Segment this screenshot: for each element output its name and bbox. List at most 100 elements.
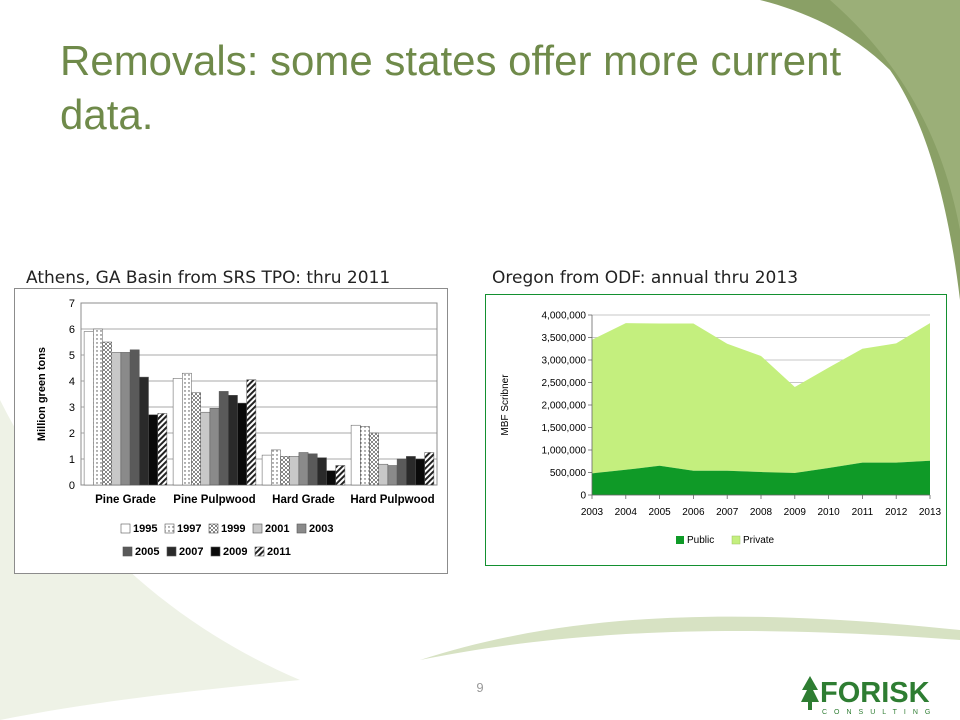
bar-2011-hard-pulpwood [424, 452, 435, 486]
x-tick-label: Pine Grade [95, 494, 156, 506]
x-tick-label: 2009 [784, 507, 807, 518]
bar-2011-pine-pulpwood [246, 379, 257, 486]
legend-label: 1997 [177, 523, 201, 535]
bar-1997-hard-grade [271, 449, 281, 486]
y-axis-label: Million green tons [36, 347, 48, 441]
bar-1997-pine-grade [93, 328, 103, 486]
legend-swatch [166, 546, 177, 557]
area-chart: 0 500,000 1,000,000 1,500,000 2,000,000 2,500… [500, 311, 942, 547]
bar-2003-pine-grade [120, 352, 131, 486]
area-chart-panel: 0 500,000 1,000,000 1,500,000 2,000,000 2,500… [485, 294, 947, 566]
legend-label-private: Private [743, 535, 775, 546]
logo-wordmark: FORISK [820, 677, 930, 709]
legend-swatch [252, 523, 263, 534]
bar-2003-hard-pulpwood [387, 465, 398, 486]
legend-swatch [122, 546, 133, 557]
y-tick-label: 2,500,000 [542, 378, 587, 389]
bar-2005-hard-grade [307, 453, 318, 486]
bar-2005-hard-pulpwood [396, 458, 407, 486]
bar-1997-hard-pulpwood [360, 426, 370, 486]
x-tick-label: 2013 [919, 507, 942, 518]
forisk-logo: FORISK CONSULTING [801, 676, 937, 716]
bar-2007-hard-grade [317, 457, 327, 486]
bar-2003-hard-grade [298, 452, 309, 486]
y-tick-label: 3 [69, 402, 75, 414]
legend-label: 2011 [267, 546, 291, 558]
bar-chart: 0 1 2 3 4 5 6 7 Million green tons Pine Grade Pine… [36, 298, 438, 558]
y-tick-label: 4 [69, 376, 75, 388]
page-number: 9 [476, 680, 484, 695]
legend-label: 2009 [223, 546, 247, 558]
legend-label-public: Public [687, 535, 714, 546]
legend-swatch [254, 546, 265, 557]
x-tick-label: 2008 [750, 507, 773, 518]
y-tick-label: 0 [69, 480, 75, 492]
bar-2001-hard-pulpwood [378, 463, 389, 486]
bar-chart-panel: 0 1 2 3 4 5 6 7 Million green tons Pine Grade Pine… [14, 288, 448, 574]
bar-1995-hard-pulpwood [350, 424, 361, 486]
legend-label: 2001 [265, 523, 289, 535]
area-private [592, 323, 930, 474]
legend-label: 1995 [133, 523, 157, 535]
right-chart-caption: Oregon from ODF: annual thru 2013 [492, 268, 799, 288]
bar-2001-pine-pulpwood [200, 411, 211, 486]
y-tick-label: 3,500,000 [542, 333, 587, 344]
bar-1995-pine-grade [83, 331, 94, 486]
x-tick-label: 2012 [885, 507, 908, 518]
x-tick-label: 2010 [817, 507, 840, 518]
legend-swatch [210, 546, 221, 557]
legend-swatch [120, 523, 131, 534]
bar-2009-pine-grade [148, 414, 158, 486]
legend-label: 2007 [179, 546, 203, 558]
bar-1999-pine-grade [102, 341, 112, 486]
left-chart-caption: Athens, GA Basin from SRS TPO: thru 2011 [26, 268, 391, 288]
bar-2005-pine-grade [129, 349, 140, 486]
bar-2007-pine-pulpwood [228, 395, 238, 486]
bar-2011-hard-grade [335, 465, 346, 486]
x-tick-label: 2007 [716, 507, 739, 518]
y-tick-label: 0 [580, 491, 586, 502]
x-tick-label: 2006 [682, 507, 705, 518]
y-tick-label: 2 [69, 428, 75, 440]
slide-title: Removals: some states offer more current… [60, 37, 842, 138]
x-tick-label: Hard Pulpwood [350, 494, 434, 506]
legend-label: 2005 [135, 546, 159, 558]
bar-2009-pine-pulpwood [237, 402, 247, 486]
bar-1997-pine-pulpwood [182, 372, 192, 486]
x-tick-label: 2005 [648, 507, 671, 518]
bar-2009-hard-grade [326, 470, 336, 486]
bar-2001-hard-grade [289, 456, 300, 486]
legend-swatch [296, 523, 307, 534]
top-right-swoosh-light [830, 0, 960, 230]
tree-icon [801, 676, 819, 710]
area-public [592, 460, 930, 495]
bar-2001-pine-grade [111, 352, 122, 486]
legend-label: 2003 [309, 523, 333, 535]
bar-1999-pine-pulpwood [191, 392, 201, 486]
legend-swatch-public [676, 536, 684, 544]
bar-1995-pine-pulpwood [172, 378, 183, 486]
bar-2005-pine-pulpwood [218, 391, 229, 486]
x-tick-label: Hard Grade [272, 494, 335, 506]
bar-2009-hard-pulpwood [415, 458, 425, 486]
bar-2007-pine-grade [139, 376, 149, 486]
y-tick-label: 6 [69, 324, 75, 336]
bar-1995-hard-grade [261, 454, 272, 486]
y-tick-label: 500,000 [550, 468, 587, 479]
y-axis-label: MBF Scribner [500, 374, 511, 436]
y-tick-label: 1,500,000 [542, 423, 587, 434]
y-tick-label: 5 [69, 350, 75, 362]
bottom-swoosh [420, 616, 960, 660]
legend-swatch [208, 523, 219, 534]
y-tick-label: 4,000,000 [542, 311, 587, 322]
logo-subtext: CONSULTING [822, 709, 937, 716]
legend-swatch [164, 523, 175, 534]
bar-2003-pine-pulpwood [209, 408, 220, 486]
y-tick-label: 7 [69, 298, 75, 310]
legend-label: 1999 [221, 523, 245, 535]
legend-swatch-private [731, 535, 741, 545]
bar-1999-hard-pulpwood [369, 432, 379, 486]
x-tick-label: 2003 [581, 507, 604, 518]
y-tick-label: 3,000,000 [542, 356, 587, 367]
